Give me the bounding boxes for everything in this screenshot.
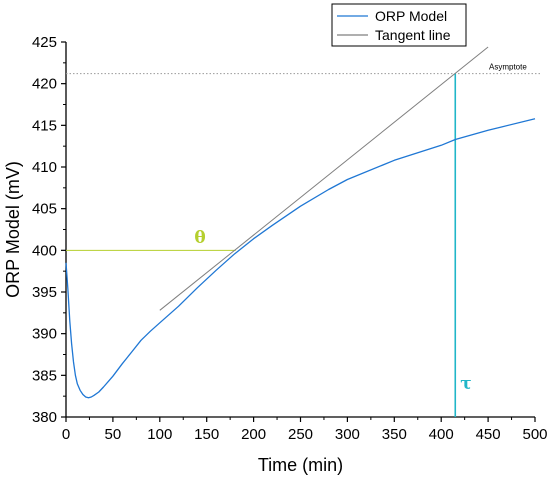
y-tick-label: 400	[32, 242, 57, 259]
x-tick-label: 0	[62, 426, 70, 443]
x-tick-label: 500	[522, 426, 547, 443]
x-tick-label: 50	[105, 426, 122, 443]
x-axis-title: Time (min)	[258, 455, 343, 475]
y-tick-label: 380	[32, 409, 57, 426]
x-tick-label: 350	[382, 426, 407, 443]
tau-label: τ	[460, 374, 471, 394]
y-tick-label: 410	[32, 159, 57, 176]
x-tick-label: 200	[241, 426, 266, 443]
y-tick-label: 425	[32, 34, 57, 51]
tangent-line	[159, 46, 489, 311]
x-tick-label: 300	[335, 426, 360, 443]
x-tick-label: 400	[429, 426, 454, 443]
y-tick-label: 420	[32, 76, 57, 93]
y-axis-title: ORP Model (mV)	[3, 161, 23, 298]
y-tick-label: 415	[32, 117, 57, 134]
asymptote-label: Asymptote	[489, 63, 527, 72]
orp-model-line	[65, 118, 536, 399]
theta-label: θ	[194, 228, 205, 248]
legend: ORP Model Tangent line	[331, 3, 467, 47]
y-tick-label: 385	[32, 367, 57, 384]
legend-box	[331, 3, 467, 47]
y-tick-label: 395	[32, 284, 57, 301]
series	[65, 46, 536, 399]
legend-label: Tangent line	[375, 27, 451, 43]
annotations: Asymptote θ τ	[66, 63, 540, 417]
y-tick-label: 390	[32, 326, 57, 343]
x-tick-label: 150	[194, 426, 219, 443]
x-tick-label: 250	[288, 426, 313, 443]
y-tick-label: 405	[32, 201, 57, 218]
x-tick-label: 450	[476, 426, 501, 443]
x-tick-label: 100	[147, 426, 172, 443]
axes: 0 50 100 150 200 250 300 350 400 450 500 380 385 390 3…	[32, 34, 548, 443]
legend-label: ORP Model	[375, 8, 447, 24]
